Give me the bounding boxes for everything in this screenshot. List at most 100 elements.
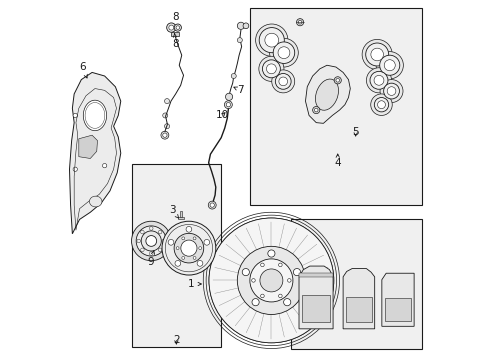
Circle shape (384, 60, 394, 71)
Circle shape (193, 256, 196, 259)
Circle shape (73, 167, 77, 171)
Circle shape (198, 247, 201, 249)
Text: 7: 7 (233, 85, 244, 95)
Circle shape (225, 93, 232, 100)
Circle shape (163, 133, 167, 137)
Circle shape (383, 83, 399, 99)
Circle shape (296, 19, 303, 26)
Circle shape (278, 77, 287, 86)
Circle shape (249, 259, 292, 302)
Circle shape (373, 75, 383, 85)
Circle shape (287, 279, 290, 282)
Text: 9: 9 (147, 251, 154, 267)
Circle shape (210, 203, 214, 207)
Circle shape (197, 261, 203, 266)
Circle shape (260, 269, 282, 292)
Circle shape (164, 124, 169, 129)
Circle shape (373, 98, 388, 112)
Text: 8: 8 (172, 34, 179, 49)
Circle shape (251, 298, 259, 306)
Ellipse shape (83, 100, 106, 131)
Circle shape (260, 263, 264, 267)
Circle shape (369, 71, 387, 89)
Circle shape (266, 64, 276, 74)
Circle shape (161, 131, 168, 139)
Circle shape (362, 40, 391, 69)
Circle shape (377, 101, 385, 109)
Circle shape (370, 48, 383, 61)
Text: 2: 2 (173, 334, 179, 345)
Circle shape (185, 226, 191, 232)
Circle shape (176, 247, 179, 249)
Circle shape (386, 87, 395, 95)
Ellipse shape (89, 196, 102, 207)
Circle shape (375, 51, 403, 79)
Text: 6: 6 (79, 62, 87, 78)
Circle shape (164, 99, 169, 104)
Text: 10: 10 (215, 111, 228, 121)
Circle shape (255, 24, 287, 56)
Circle shape (237, 246, 305, 315)
Circle shape (237, 22, 244, 30)
Text: 1: 1 (187, 279, 201, 289)
Circle shape (278, 263, 282, 267)
Circle shape (102, 163, 106, 168)
Circle shape (267, 250, 274, 257)
Circle shape (141, 231, 161, 251)
PathPatch shape (343, 269, 374, 329)
Circle shape (166, 23, 176, 32)
Circle shape (271, 70, 294, 93)
Bar (171, 32, 179, 36)
Circle shape (243, 23, 248, 29)
Circle shape (163, 113, 167, 118)
Circle shape (181, 240, 197, 256)
Circle shape (193, 237, 196, 240)
Circle shape (162, 221, 215, 275)
PathPatch shape (305, 65, 349, 123)
PathPatch shape (79, 135, 97, 158)
Circle shape (366, 68, 391, 93)
Circle shape (168, 239, 174, 245)
Circle shape (203, 239, 209, 245)
Bar (290, 220, 421, 348)
Circle shape (278, 294, 282, 298)
Circle shape (242, 269, 249, 276)
Circle shape (312, 107, 319, 114)
Circle shape (262, 60, 280, 78)
Bar (298, 273, 332, 277)
Circle shape (231, 73, 236, 78)
Ellipse shape (315, 79, 338, 110)
Circle shape (174, 24, 181, 31)
Circle shape (365, 43, 388, 66)
Circle shape (314, 108, 317, 112)
Bar (249, 8, 421, 205)
Circle shape (333, 77, 341, 84)
Text: 8: 8 (172, 12, 179, 22)
Circle shape (379, 55, 399, 75)
Circle shape (73, 113, 77, 118)
Circle shape (269, 39, 298, 67)
Circle shape (260, 294, 264, 298)
Text: 4: 4 (334, 154, 340, 168)
Circle shape (174, 233, 203, 263)
Circle shape (251, 279, 255, 282)
Text: 5: 5 (352, 127, 358, 136)
Circle shape (335, 78, 339, 82)
Circle shape (237, 38, 242, 42)
Circle shape (131, 221, 171, 261)
Bar (178, 217, 183, 220)
Circle shape (298, 21, 301, 24)
Circle shape (379, 80, 402, 103)
Circle shape (293, 269, 300, 276)
PathPatch shape (381, 273, 413, 326)
Circle shape (278, 47, 289, 59)
Circle shape (145, 235, 156, 246)
Circle shape (264, 33, 278, 47)
Circle shape (283, 298, 290, 306)
PathPatch shape (69, 72, 121, 234)
Bar (179, 211, 182, 217)
Bar (301, 295, 329, 321)
Circle shape (168, 25, 174, 30)
Circle shape (136, 226, 166, 256)
Circle shape (370, 94, 391, 116)
